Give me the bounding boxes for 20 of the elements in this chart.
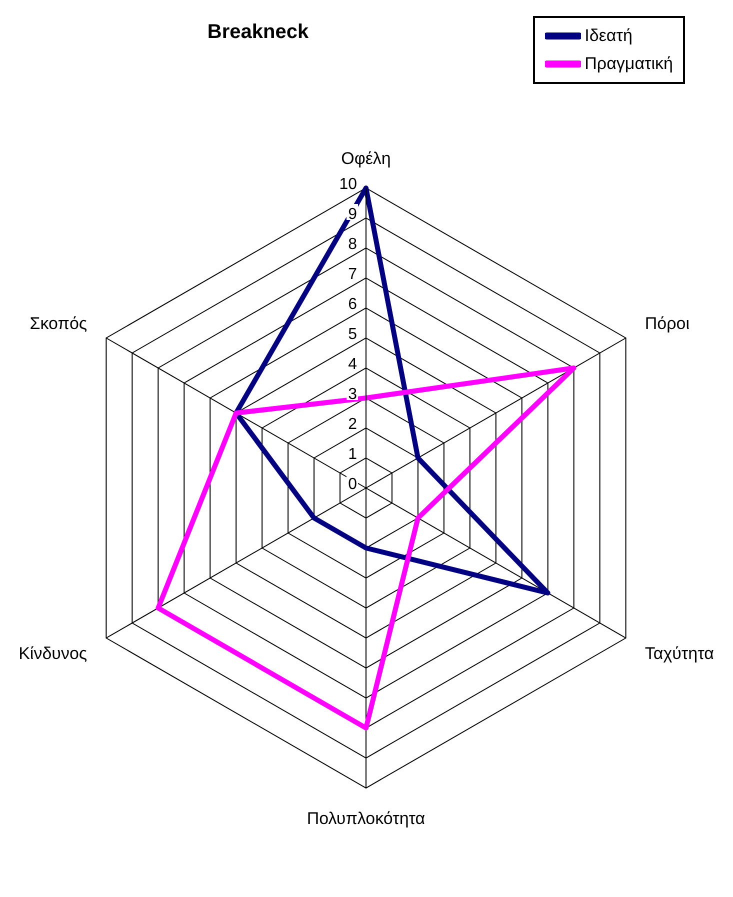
spoke-label: Πόροι [644, 314, 690, 333]
y-tick-label: 8 [348, 236, 358, 253]
spoke-label: Πολυπλοκότητα [306, 809, 426, 828]
legend-label: Πραγματική [584, 54, 673, 74]
y-tick-label: 9 [348, 206, 358, 223]
y-tick-label: 2 [348, 416, 358, 433]
y-tick-label: 1 [348, 446, 358, 463]
legend-label: Ιδεατή [584, 26, 632, 46]
spoke-label: Οφέλη [341, 149, 391, 168]
y-tick-label: 6 [348, 296, 358, 313]
y-tick-label: 0 [348, 476, 358, 493]
spoke-label: Σκοπός [30, 314, 88, 333]
y-tick-label: 10 [339, 176, 358, 193]
spoke-label: Κίνδυνος [18, 644, 88, 663]
spoke-label: Ταχύτητα [644, 644, 714, 663]
y-tick-label: 3 [348, 386, 358, 403]
y-tick-label: 7 [348, 266, 358, 283]
chart-title: Breakneck [207, 21, 310, 43]
y-tick-label: 5 [348, 326, 358, 343]
y-tick-label: 4 [348, 356, 358, 373]
